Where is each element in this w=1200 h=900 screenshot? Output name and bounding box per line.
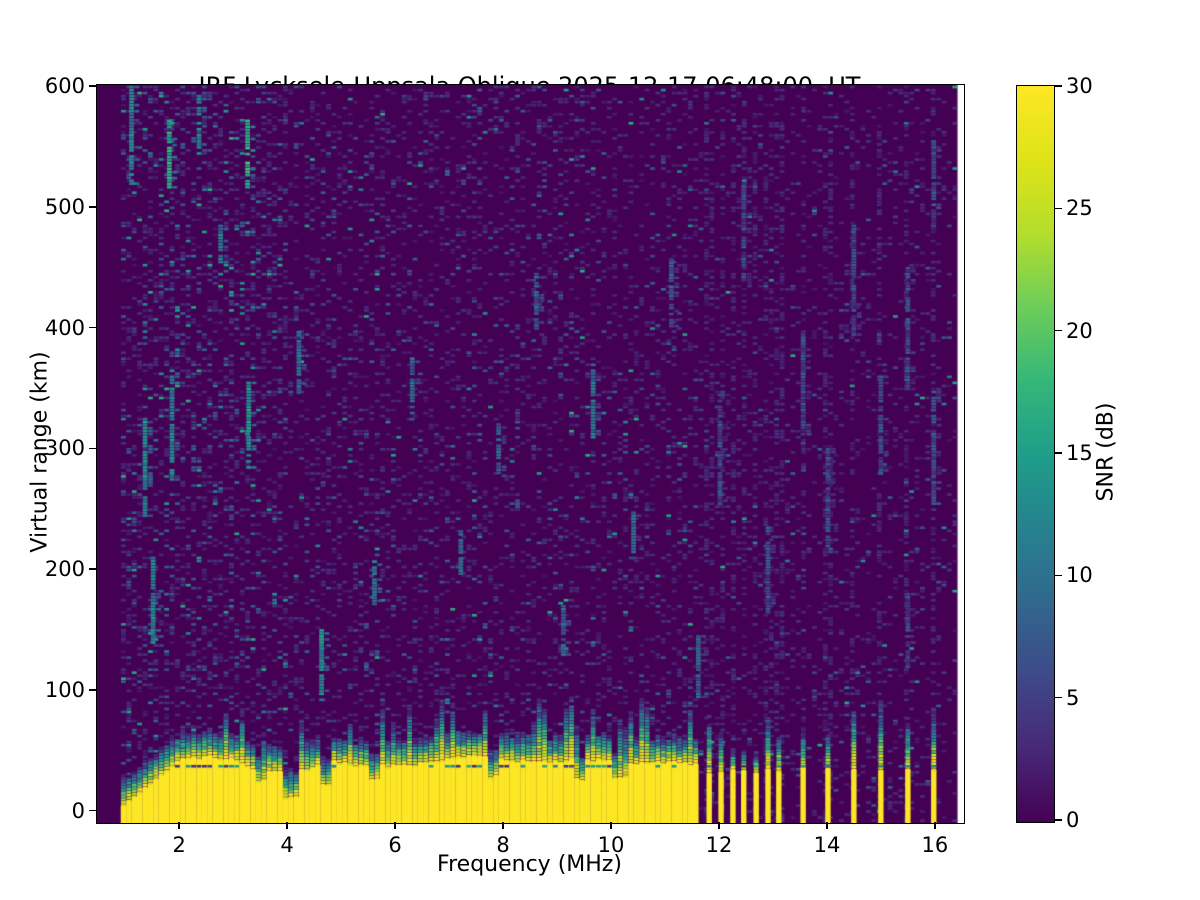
colorbar-tick: [1054, 696, 1062, 699]
colorbar-tick-label: 30: [1066, 74, 1093, 98]
y-tick-label: 0: [71, 798, 85, 823]
x-tick-label: 14: [813, 833, 841, 857]
colorbar-label: SNR (dB): [1093, 402, 1119, 502]
x-tick-label: 10: [597, 833, 625, 857]
x-tick-label: 12: [705, 833, 733, 857]
colorbar-tick: [1054, 819, 1062, 821]
y-tick-label: 600: [44, 74, 85, 99]
colorbar: [1016, 85, 1055, 823]
x-tick-label: 8: [496, 833, 510, 857]
heatmap-canvas: [97, 85, 964, 823]
y-tick-label: 500: [44, 194, 85, 219]
colorbar-tick: [1054, 574, 1062, 577]
y-axis-label: Virtual range (km): [27, 351, 53, 553]
x-tick-label: 16: [921, 833, 949, 857]
x-tick: [826, 822, 828, 829]
colorbar-tick-label: 10: [1066, 563, 1093, 588]
x-tick-label: 6: [388, 833, 402, 857]
y-tick: [89, 206, 96, 208]
x-tick: [394, 822, 396, 829]
x-tick-label: 4: [280, 833, 294, 857]
x-tick: [178, 822, 180, 829]
colorbar-tick-label: 5: [1066, 685, 1080, 710]
x-tick: [286, 822, 288, 829]
colorbar-tick-label: 25: [1066, 196, 1093, 221]
x-tick: [718, 822, 720, 829]
y-tick-label: 400: [44, 315, 85, 340]
y-tick: [89, 689, 96, 691]
y-tick: [89, 447, 96, 450]
y-tick-label: 200: [44, 557, 85, 582]
y-tick-label: 300: [44, 436, 85, 461]
y-tick: [89, 85, 96, 87]
colorbar-tick: [1054, 452, 1062, 454]
colorbar-tick: [1054, 329, 1062, 332]
colorbar-tick-label: 15: [1066, 441, 1093, 465]
plot-area: [96, 84, 965, 824]
x-tick: [934, 822, 936, 829]
y-tick: [89, 568, 96, 570]
x-axis-label: Frequency (MHz): [437, 852, 622, 877]
colorbar-tick-label: 0: [1066, 808, 1080, 832]
colorbar-tick: [1054, 85, 1062, 87]
colorbar-tick-label: 20: [1066, 318, 1093, 343]
y-tick: [89, 326, 96, 329]
y-tick-label: 100: [44, 677, 85, 702]
x-tick: [502, 822, 504, 829]
y-tick: [89, 809, 96, 812]
x-tick: [610, 822, 612, 829]
colorbar-tick: [1054, 207, 1062, 210]
colorbar-gradient: [1017, 86, 1054, 822]
x-tick-label: 2: [172, 833, 186, 857]
